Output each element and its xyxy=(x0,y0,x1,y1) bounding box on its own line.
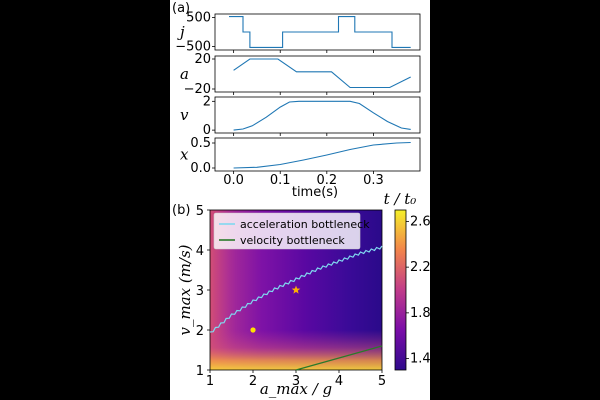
ytick-label: 500 xyxy=(186,10,211,25)
xtick-label: 2 xyxy=(249,374,257,389)
xtick-label: 0.3 xyxy=(363,173,384,188)
series-line-acceleration xyxy=(209,245,383,333)
ytick-label: 5 xyxy=(196,204,204,219)
ytick-label: 20 xyxy=(194,52,211,67)
ylabel-a: a xyxy=(180,65,189,83)
ytick-label: 3 xyxy=(196,284,204,299)
subplot-frame xyxy=(214,96,421,134)
ytick-label: 0 xyxy=(203,123,211,138)
series-line-velocity xyxy=(295,345,383,371)
ytick-label: −500 xyxy=(175,40,211,55)
panel-label-b: (b) xyxy=(172,203,190,218)
xtick-label: 4 xyxy=(335,374,343,389)
xtick-label: 5 xyxy=(378,374,386,389)
ytick-label: 0.5 xyxy=(190,136,211,151)
ytick-label: 1 xyxy=(196,364,204,379)
xlabel-time: time(s) xyxy=(292,185,338,200)
colorbar-label: t / t₀ xyxy=(384,190,417,208)
subplot-v: 2 0v xyxy=(180,94,421,138)
figure: (a) 500 −500 j 20 −20 a 2 0 v 0.5 0.0 x 0.0 0.1 0.2 0.3 t… xyxy=(170,0,430,400)
subplot-frame xyxy=(214,55,421,93)
series-line-x xyxy=(233,141,411,169)
xtick-label: 0.0 xyxy=(223,173,244,188)
xtick-label: 0.1 xyxy=(270,173,291,188)
legend-entry: acceleration bottleneck xyxy=(240,218,370,231)
panel-label-a: (a) xyxy=(172,1,190,16)
ylabel-x: x xyxy=(180,146,189,164)
subplot-frame xyxy=(214,13,421,51)
star-marker xyxy=(291,285,301,294)
subplot-a: 20 −20a xyxy=(180,52,421,97)
ytick-label: 4 xyxy=(196,244,204,259)
colorbar-tick-label: 1.4 xyxy=(410,352,430,367)
ylabel-v: v xyxy=(180,106,189,124)
subplot-x: 0.5 0.0x xyxy=(180,136,421,176)
series-line-a xyxy=(233,58,411,89)
xtick-label: 3 xyxy=(292,374,300,389)
legend-box xyxy=(213,212,361,250)
ytick-label: 2 xyxy=(203,94,211,109)
ylabel-heatmap: v_max (m/s) xyxy=(176,244,194,335)
ytick-label: 2 xyxy=(196,324,204,339)
colorbar-tick-label: 2.2 xyxy=(410,260,430,275)
xtick-label: 1 xyxy=(206,374,214,389)
xtick-label: 0.2 xyxy=(316,173,337,188)
ytick-label: 0.0 xyxy=(190,161,211,176)
ytick-label: −20 xyxy=(184,82,211,97)
xlabel-heatmap: a_max / g xyxy=(260,380,332,398)
circle-marker xyxy=(250,327,256,333)
colorbar-tick-label: 1.8 xyxy=(410,306,430,321)
legend: acceleration bottleneck velocity bottlene… xyxy=(213,212,370,250)
colorbar-tick-label: 2.6 xyxy=(410,214,430,229)
legend-entry: velocity bottleneck xyxy=(240,234,345,247)
ylabel-j: j xyxy=(177,23,185,41)
series-line-j xyxy=(229,16,411,48)
subplot-frame xyxy=(214,137,421,172)
colorbar xyxy=(394,209,407,371)
series-line-v xyxy=(233,100,411,131)
